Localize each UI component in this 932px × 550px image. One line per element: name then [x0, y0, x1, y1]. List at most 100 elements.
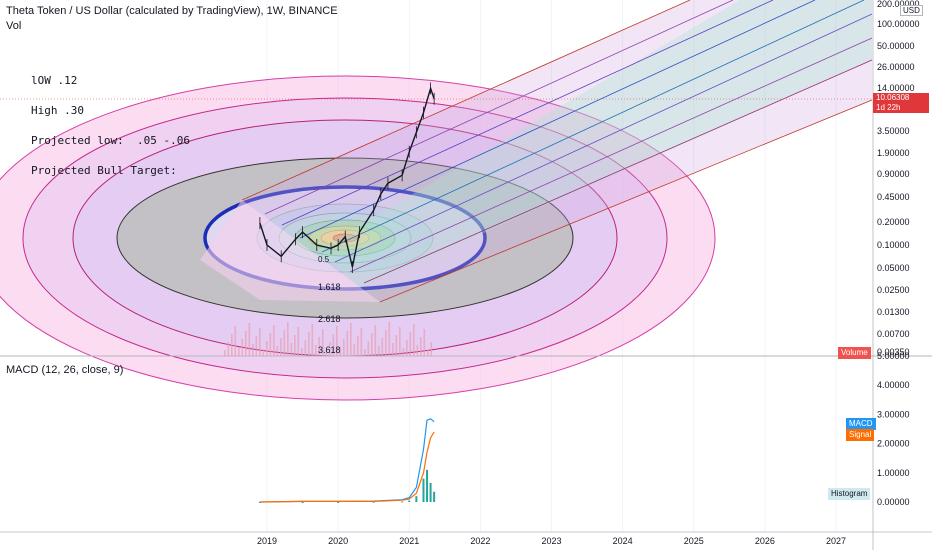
volume-bar: [339, 347, 342, 356]
price-axis[interactable]: 200.00000 100.00000 50.00000 26.00000 14.000…: [877, 0, 920, 357]
macd-axis[interactable]: 5.00000 4.00000 3.00000 2.00000 1.00000 0.000…: [877, 351, 910, 507]
volume-bar: [385, 330, 387, 356]
price-tick-label: 0.90000: [877, 169, 910, 179]
fib-label-1618: 1.618: [318, 282, 341, 292]
price-tick-label: 50.00000: [877, 41, 915, 51]
volume-bar: [392, 343, 394, 356]
volume-badge: Volume: [838, 347, 871, 359]
fib-label-3618: 3.618: [318, 345, 341, 355]
volume-bar: [360, 328, 363, 356]
note-line-high: High .30: [31, 104, 84, 117]
volume-bar: [304, 340, 307, 356]
volume-bar: [423, 329, 426, 356]
price-tick-label: 0.20000: [877, 217, 910, 227]
signal-badge: Signal: [846, 429, 875, 441]
time-tick-label: 2019: [257, 536, 277, 546]
histogram-bar: [258, 502, 261, 503]
histogram-bar: [422, 478, 425, 502]
note-line-projected-low: Projected low: .05 -.06: [31, 134, 190, 147]
price-tick-label: 0.10000: [877, 240, 910, 250]
histogram-badge: Histogram: [828, 488, 871, 500]
price-tick-label: 0.01300: [877, 307, 910, 317]
volume-bar: [420, 337, 422, 356]
fib-channel: [200, 0, 873, 303]
volume-bar: [315, 345, 317, 356]
volume-bar: [322, 329, 324, 356]
volume-bar: [290, 343, 293, 356]
macd-histogram: [258, 469, 436, 503]
volume-bar: [294, 335, 296, 356]
volume-bar: [262, 349, 265, 356]
volume-bar: [224, 350, 226, 356]
price-tick-label: 100.00000: [877, 19, 920, 29]
macd-lines: [259, 418, 435, 503]
time-tick-label: 2024: [613, 536, 633, 546]
volume-bar: [308, 332, 310, 356]
note-line-low: lOW .12: [31, 74, 78, 87]
volume-bars: [224, 322, 433, 356]
histogram-bar: [337, 502, 340, 503]
note-line-bull-target: Projected Bull Target:: [31, 164, 177, 177]
volume-bar: [399, 327, 401, 356]
volume-bar: [353, 344, 356, 356]
volume-bar: [374, 325, 377, 356]
volume-bar: [311, 324, 314, 356]
volume-bar: [395, 335, 398, 356]
price-tick-label: 1.90000: [877, 148, 910, 158]
volume-bar: [378, 346, 380, 356]
volume-bar: [234, 326, 237, 356]
price-tick-label: 0.02500: [877, 285, 910, 295]
price-tick-label: 0.00700: [877, 329, 910, 339]
volume-bar: [273, 325, 275, 356]
price-tick-label: 0.05000: [877, 263, 910, 273]
macd-tick-label: 2.00000: [877, 439, 910, 449]
time-tick-label: 2020: [328, 536, 348, 546]
volume-bar: [406, 340, 408, 356]
macd-badge: MACD: [846, 418, 876, 430]
volume-bar: [269, 333, 272, 356]
fib-label-05: 0.5: [318, 255, 330, 264]
fib-label-2618: 2.618: [318, 314, 341, 324]
volume-bar: [266, 341, 268, 356]
volume-bar: [371, 333, 373, 356]
price-tick-label: 14.00000: [877, 83, 915, 93]
volume-bar: [255, 336, 258, 356]
symbol-title[interactable]: Theta Token / US Dollar (calculated by T…: [6, 5, 338, 17]
volume-bar: [332, 334, 335, 356]
volume-bar: [413, 324, 415, 356]
time-axis[interactable]: 2019 2020 2021 2022 2023 2024 2025 2026 2027: [257, 536, 846, 546]
time-tick-label: 2027: [826, 536, 846, 546]
histogram-bar: [301, 502, 304, 503]
time-tick-label: 2025: [684, 536, 704, 546]
volume-bar: [416, 345, 419, 356]
current-price-tag: 10.06308 1d 22h: [873, 93, 929, 113]
volume-bar: [245, 331, 247, 356]
volume-bar: [336, 326, 338, 356]
volume-bar: [364, 349, 366, 356]
volume-bar: [283, 330, 286, 356]
volume-bar: [227, 342, 230, 356]
volume-bar: [409, 332, 412, 356]
histogram-bar: [401, 501, 404, 503]
macd-tick-label: 0.00000: [877, 497, 910, 507]
bar-countdown: 1d 22h: [876, 103, 901, 112]
volume-bar: [297, 327, 300, 356]
volume-bar: [388, 322, 391, 356]
histogram-bar: [433, 491, 436, 502]
price-tick-label: 3.50000: [877, 126, 910, 136]
annotation-note[interactable]: lOW .12 High .30 Projected low: .05 -.06…: [31, 56, 190, 196]
volume-bar: [287, 322, 289, 356]
volume-bar: [430, 342, 433, 356]
macd-legend[interactable]: MACD (12, 26, close, 9): [6, 364, 124, 376]
volume-bar: [248, 323, 251, 356]
current-price: 10.06308: [876, 93, 910, 102]
currency-label[interactable]: USD: [900, 5, 923, 16]
macd-tick-label: 4.00000: [877, 380, 910, 390]
volume-bar: [231, 334, 233, 356]
price-tick-label: 0.45000: [877, 192, 910, 202]
volume-bar: [381, 338, 384, 356]
volume-bar: [427, 350, 429, 356]
volume-legend[interactable]: Vol: [6, 20, 22, 32]
